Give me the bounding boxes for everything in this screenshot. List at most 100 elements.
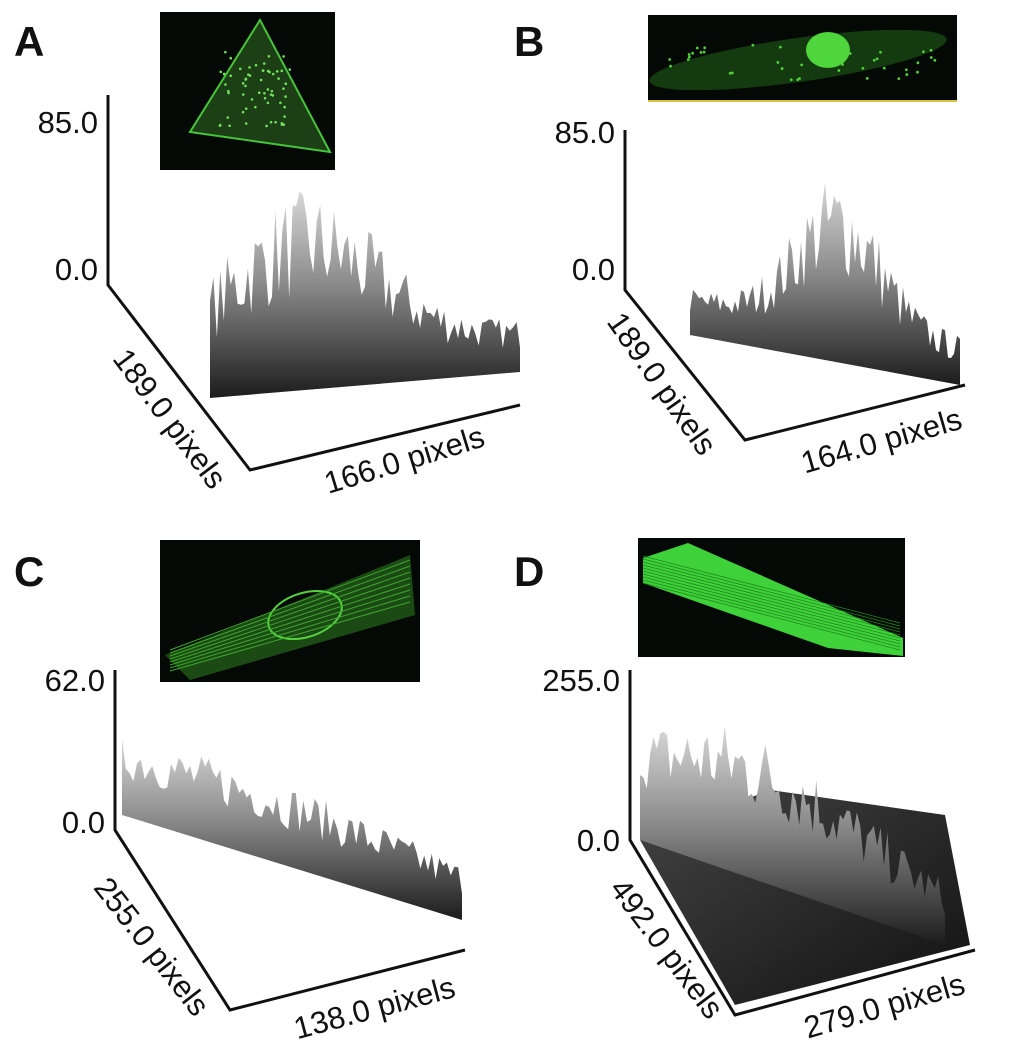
- cell-speck: [222, 72, 226, 76]
- cell-speck: [226, 89, 230, 93]
- cell-fiber: [642, 564, 901, 633]
- cell-speck: [266, 101, 270, 105]
- cell-speck: [266, 69, 270, 73]
- cell-speck: [224, 83, 227, 86]
- cell-speck: [929, 48, 933, 52]
- cell-speck: [254, 105, 257, 109]
- cell-speck: [265, 124, 268, 128]
- cell-speck: [238, 67, 242, 71]
- cell-fiber: [169, 601, 411, 672]
- cell-speck: [780, 67, 784, 70]
- cell-speck: [904, 68, 908, 72]
- cell-speck: [228, 124, 231, 128]
- cell-speck: [241, 93, 245, 96]
- cell-speck: [283, 105, 286, 109]
- z-max-label: 62.0: [45, 663, 105, 698]
- cell-speck: [691, 51, 695, 55]
- cell-speck: [259, 78, 263, 82]
- cell-speck: [865, 77, 869, 80]
- cell-speck: [751, 43, 755, 47]
- z-min-label: 0.0: [572, 252, 615, 287]
- cell-speck: [668, 58, 672, 61]
- cell-fiber: [642, 582, 901, 651]
- cell-speck: [728, 71, 732, 75]
- cell-speck: [274, 120, 277, 124]
- cell-fiber: [642, 570, 901, 639]
- cell-fiber: [642, 558, 901, 627]
- cell-speck: [872, 58, 876, 62]
- cell-speck: [267, 55, 271, 58]
- cell-speck: [219, 70, 223, 74]
- cell-speck: [779, 45, 782, 49]
- z-min-label: 0.0: [62, 805, 105, 840]
- cell-speck: [848, 52, 852, 55]
- cell-speck: [254, 63, 258, 67]
- cell-speck: [882, 66, 886, 70]
- cell-speck: [229, 74, 232, 78]
- width-axis-label: 164.0 pixels: [797, 401, 966, 480]
- cell-speck: [263, 91, 266, 95]
- cell-speck: [284, 82, 288, 86]
- cell-fiber: [169, 595, 411, 669]
- cell-speck: [257, 91, 261, 95]
- cell-speck: [261, 69, 265, 72]
- cell-speck: [687, 53, 691, 56]
- cell-speck: [921, 50, 925, 54]
- cell-speck: [247, 73, 250, 76]
- cell-speck: [837, 69, 841, 72]
- cell-speck: [821, 55, 824, 59]
- cell-nucleus: [267, 590, 343, 640]
- z-min-label: 0.0: [577, 823, 620, 858]
- cell-speck: [229, 56, 233, 60]
- cell-speck: [263, 96, 267, 100]
- z-max-label: 85.0: [38, 105, 98, 140]
- cell-speck: [776, 60, 780, 64]
- cell-speck: [800, 63, 804, 67]
- micrograph-cell: [648, 29, 957, 102]
- cell-fiber: [642, 561, 901, 630]
- axes: [623, 130, 966, 442]
- cell-speck: [702, 50, 706, 54]
- panel-label: A: [14, 18, 44, 65]
- cell-speck: [271, 72, 275, 76]
- cell-fiber: [169, 571, 411, 657]
- axes: [628, 670, 976, 1017]
- cell-speck: [905, 73, 909, 76]
- cell-speck: [861, 66, 865, 70]
- cell-speck: [250, 98, 254, 101]
- cell-speck: [244, 107, 248, 110]
- cell-speck: [916, 70, 919, 74]
- cell-fiber: [642, 579, 901, 648]
- cell-speck: [699, 50, 703, 54]
- panel-label: B: [514, 18, 544, 65]
- cell-speck: [730, 71, 734, 75]
- cell-speck: [288, 68, 292, 71]
- z-max-label: 255.0: [542, 663, 620, 698]
- cell-speck: [262, 62, 266, 65]
- cell-speck: [218, 123, 222, 127]
- micrograph-cell: [642, 543, 903, 656]
- intensity-surface: [640, 726, 945, 945]
- cell-fiber: [169, 559, 411, 651]
- width-axis-label: 166.0 pixels: [320, 419, 488, 501]
- cell-speck: [703, 46, 707, 50]
- panel-label: C: [14, 548, 44, 595]
- cell-speck: [241, 110, 245, 114]
- cell-speck: [916, 61, 920, 65]
- cell-speck: [879, 50, 882, 54]
- micrograph-cell: [188, 17, 332, 154]
- cell-speck: [280, 69, 284, 73]
- cell-outline: [188, 17, 332, 154]
- intensity-surface: [122, 738, 462, 920]
- cell-fiber: [642, 567, 901, 636]
- cell-speck: [829, 49, 833, 53]
- depth-axis-label: 255.0 pixels: [87, 871, 216, 1023]
- cell-speck: [282, 123, 286, 126]
- cell-speck: [686, 58, 690, 61]
- cell-speck: [226, 116, 230, 119]
